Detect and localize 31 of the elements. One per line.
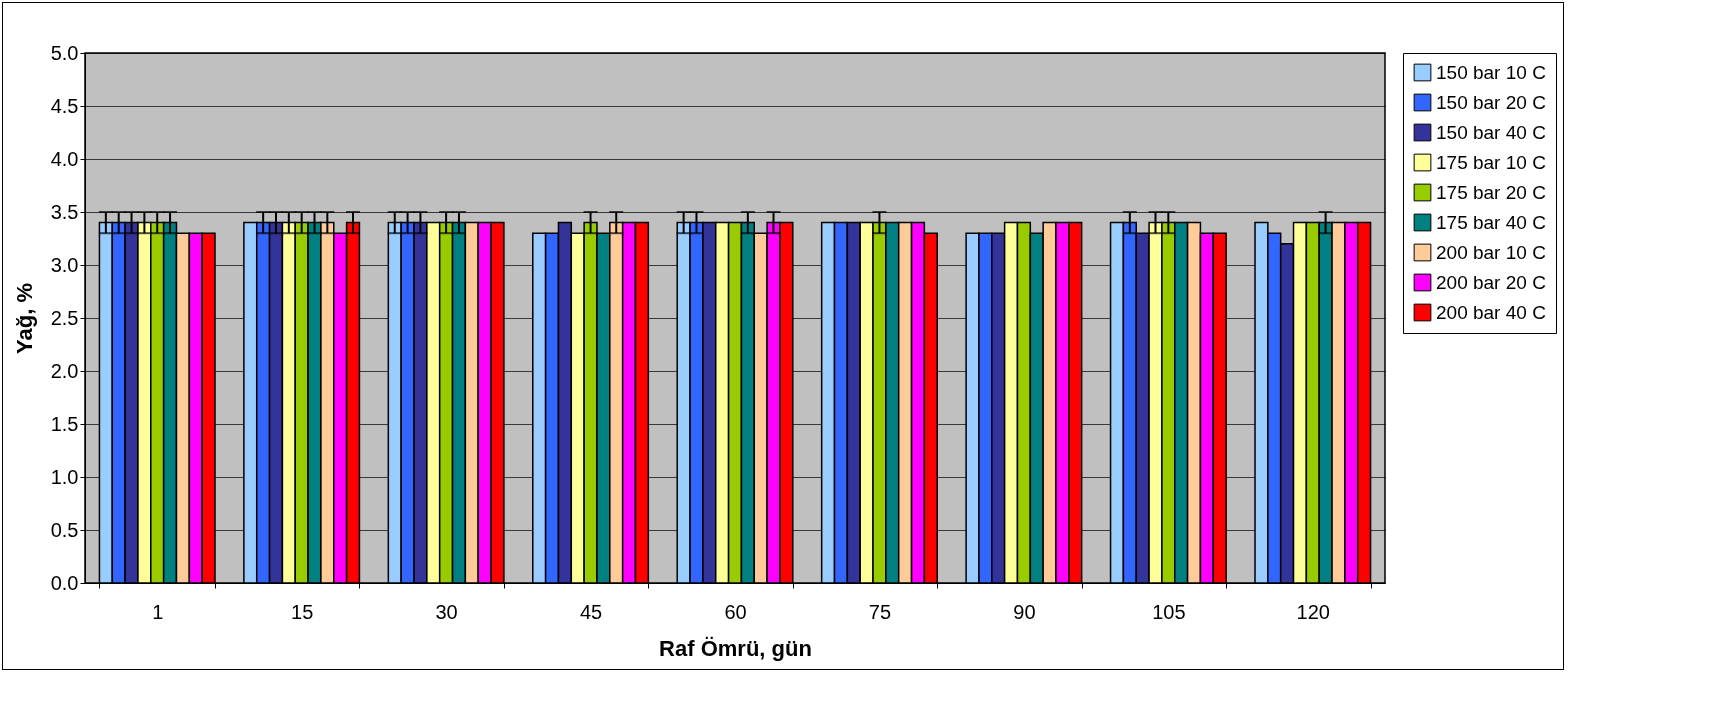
x-tick-label: 90 [1013,600,1036,623]
legend-label: 200 bar 20 C [1436,271,1546,293]
x-tick-label: 120 [1296,600,1330,623]
x-tick-label: 45 [579,600,603,623]
x-tick-label: 1 [152,600,164,623]
legend-label: 175 bar 10 C [1436,151,1546,173]
y-axis-title: Yağ, % [11,283,37,354]
legend-label: 200 bar 10 C [1436,241,1546,263]
legend-label: 200 bar 40 C [1436,301,1546,323]
legend-label: 150 bar 40 C [1436,121,1546,143]
x-tick-label: 15 [291,600,314,623]
y-tick-label: 5.0 [50,41,79,64]
y-tick-label: 0.0 [50,571,79,594]
legend-label: 175 bar 40 C [1436,211,1546,233]
y-tick-label: 0.5 [50,518,79,541]
legend-label: 150 bar 20 C [1436,91,1546,113]
y-tick-label: 2.5 [50,306,79,329]
y-tick-label: 4.0 [50,147,79,170]
y-tick-label: 3.0 [50,253,79,276]
y-tick-label: 2.0 [50,359,79,382]
x-tick-label: 75 [868,600,892,623]
x-tick-label: 30 [435,600,458,623]
x-tick-label: 60 [724,600,747,623]
legend-label: 175 bar 20 C [1436,181,1546,203]
x-axis-title: Raf Ömrü, gün [659,635,812,661]
x-tick-label: 105 [1152,600,1186,623]
y-tick-label: 3.5 [50,200,79,223]
y-tick-label: 1.0 [50,465,79,488]
y-tick-label: 1.5 [50,412,79,435]
legend-label: 150 bar 10 C [1436,61,1546,83]
y-tick-label: 4.5 [50,94,79,117]
